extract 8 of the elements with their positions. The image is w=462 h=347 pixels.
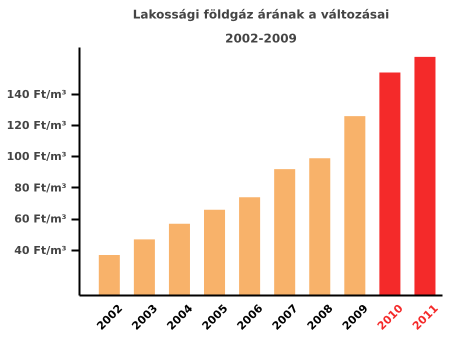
y-tick-label: 80 Ft/m³ bbox=[14, 181, 67, 194]
y-tick-label: 140 Ft/m³ bbox=[6, 88, 67, 101]
chart-title: Lakossági földgáz árának a változásai bbox=[132, 8, 390, 22]
chart-subtitle: 2002-2009 bbox=[225, 32, 297, 46]
y-tick-label: 40 Ft/m³ bbox=[14, 244, 67, 257]
y-tick-label: 120 Ft/m³ bbox=[6, 118, 67, 132]
y-tick-label: 60 Ft/m³ bbox=[14, 212, 67, 226]
y-tick-label: 100 Ft/m³ bbox=[6, 150, 67, 164]
